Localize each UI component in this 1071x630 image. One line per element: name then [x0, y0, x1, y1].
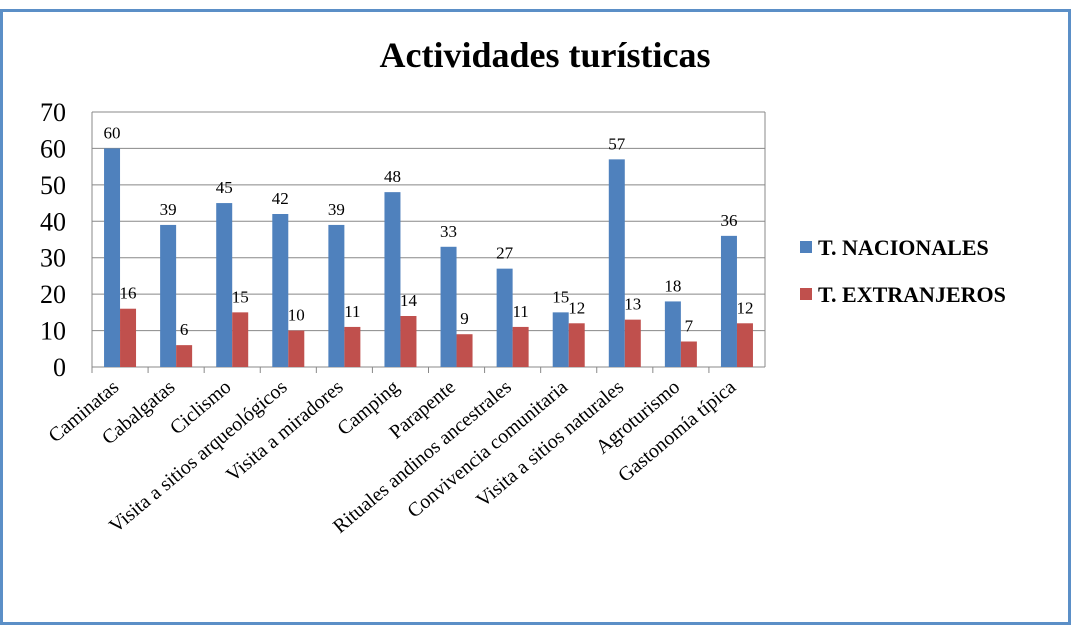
bar [216, 203, 233, 367]
value-label: 7 [685, 317, 694, 336]
bar [456, 334, 473, 367]
value-label: 14 [400, 291, 418, 310]
bar [496, 268, 513, 367]
bar [608, 159, 625, 367]
value-label: 39 [160, 200, 177, 219]
bar [120, 308, 137, 367]
bar [384, 192, 401, 367]
bar [328, 224, 345, 367]
bar [720, 235, 737, 367]
chart-title: Actividades turísticas [380, 35, 711, 75]
legend-label: T. NACIONALES [818, 235, 989, 260]
bar [552, 312, 569, 367]
bar [104, 148, 121, 367]
value-label: 9 [460, 309, 469, 328]
bar [344, 326, 361, 367]
legend-label: T. EXTRANJEROS [818, 282, 1006, 307]
bar [440, 246, 457, 367]
bar [288, 330, 305, 367]
y-tick-label: 60 [40, 134, 66, 163]
bar [176, 345, 193, 367]
value-label: 36 [720, 211, 737, 230]
value-label: 42 [272, 189, 289, 208]
bar [680, 341, 697, 367]
y-tick-label: 30 [40, 244, 66, 273]
bar [624, 319, 641, 367]
y-tick-label: 0 [53, 353, 66, 382]
value-label: 60 [104, 123, 121, 142]
legend-swatch [800, 241, 812, 253]
value-label: 48 [384, 167, 401, 186]
value-label: 57 [608, 134, 626, 153]
value-label: 33 [440, 222, 457, 241]
value-label: 11 [344, 302, 360, 321]
bar [232, 312, 249, 367]
value-label: 45 [216, 178, 233, 197]
value-label: 12 [568, 298, 585, 317]
y-tick-label: 70 [40, 98, 66, 127]
bar [160, 224, 177, 367]
bar [736, 323, 753, 367]
frame [0, 9, 1071, 625]
value-label: 18 [664, 276, 681, 295]
bar [272, 214, 289, 367]
bar [400, 316, 417, 367]
value-label: 6 [180, 320, 189, 339]
value-label: 10 [288, 306, 305, 325]
y-tick-label: 10 [40, 317, 66, 346]
value-label: 16 [120, 284, 137, 303]
value-label: 15 [232, 287, 249, 306]
legend-swatch [800, 288, 812, 300]
value-label: 39 [328, 200, 345, 219]
value-label: 13 [624, 295, 641, 314]
bar [512, 326, 529, 367]
y-tick-label: 20 [40, 280, 66, 309]
y-tick-label: 40 [40, 207, 66, 236]
value-label: 27 [496, 244, 514, 263]
value-label: 15 [552, 287, 569, 306]
bar [568, 323, 585, 367]
y-tick-label: 50 [40, 171, 66, 200]
bar [664, 301, 681, 367]
value-label: 12 [736, 298, 753, 317]
value-label: 11 [512, 302, 528, 321]
